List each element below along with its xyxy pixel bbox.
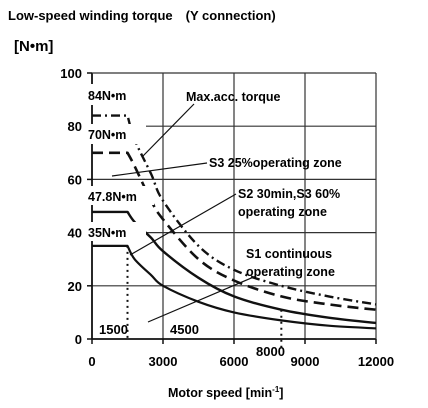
x-tick-label-6000: 6000 [220,354,249,369]
annotations: 84N•m 70N•m 47.8N•m 35N•m Max.acc. torqu… [86,84,342,359]
y-tick-label-0: 0 [75,332,82,347]
label-s3-25-zone: S3 25%operating zone [209,156,342,170]
label-bg-35 [86,222,146,241]
x-tick-label-12000: 12000 [358,354,394,369]
y-axis-unit: [N•m] [14,38,53,55]
label-47-8-nm: 47.8N•m [88,190,137,204]
y-tick-label-60: 60 [68,172,82,187]
pointer-s3-25 [111,162,208,177]
label-speed-8000: 8000 [256,344,285,359]
label-max-acc-torque: Max.acc. torque [186,90,281,104]
pointer-s1 [147,275,257,323]
chart-title: Low-speed winding torque (Y connection) [8,8,276,23]
y-tick-label-100: 100 [60,66,82,81]
x-axis-label-text: Motor speed [min-1] [168,385,283,400]
axes [87,72,377,344]
series-s3-25 [92,151,377,311]
label-84-nm: 84N•m [88,89,126,103]
label-70-nm: 70N•m [88,128,126,142]
y-tick-label-20: 20 [68,279,82,294]
label-35-nm: 35N•m [88,226,126,240]
pointer-s2 [129,193,237,256]
x-axis-label: Motor speed [min-1] [168,385,283,400]
x-tick-labels: 0 3000 6000 9000 12000 [88,354,394,369]
series-s1-continuous [92,244,377,330]
label-speed-1500: 1500 [99,322,128,337]
label-bg-70 [86,124,146,144]
label-s2-zone-line2: operating zone [238,205,327,219]
x-tick-label-3000: 3000 [149,354,178,369]
series-max-acc-torque [92,114,377,306]
label-s1-zone-line2: operating zone [246,265,335,279]
label-s1-zone-line1: S1 continuous [246,247,332,261]
pointer-max-acc [142,103,195,157]
grid [92,73,376,339]
label-bg-478 [86,186,154,205]
y-tick-label-80: 80 [68,119,82,134]
label-speed-4500: 4500 [170,322,199,337]
y-tick-labels: 0 20 40 60 80 100 [60,66,82,347]
label-bg-84 [86,84,146,105]
x-tick-label-0: 0 [88,354,95,369]
x-tick-label-9000: 9000 [291,354,320,369]
label-s2-zone-line1: S2 30min,S3 60% [238,187,340,201]
y-tick-label-40: 40 [68,226,82,241]
guide-lines [126,245,283,347]
